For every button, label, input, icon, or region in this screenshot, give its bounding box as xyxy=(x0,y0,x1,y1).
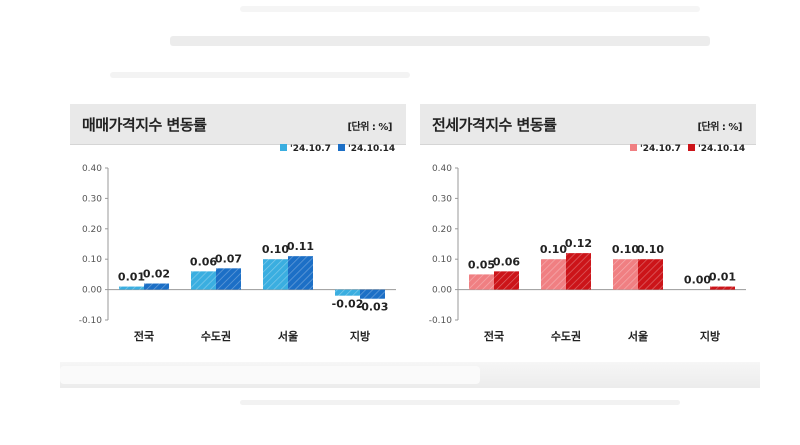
jeonse-price-chart-panel: 전세가격지수 변동률 [단위 : %] 0.40 0.30 0.20 0.10 0.00… xyxy=(420,104,756,352)
panel-header: 전세가격지수 변동률 [단위 : %] xyxy=(420,104,756,145)
background-blur-line xyxy=(110,72,410,78)
bar xyxy=(566,253,591,290)
data-label: 0.10 xyxy=(540,243,567,256)
bar xyxy=(119,286,144,290)
bar xyxy=(335,289,360,296)
background-blur-line xyxy=(170,36,710,46)
y-tick-label: 0.40 xyxy=(82,164,102,174)
data-label: 0.06 xyxy=(190,255,217,268)
legend-swatch xyxy=(338,144,345,151)
category-label: 수도권 xyxy=(201,330,231,343)
data-label: -0.03 xyxy=(357,301,389,314)
sales-price-bar-chart: 0.40 0.30 0.20 0.10 0.00 -0.10 '24.10.7 '24.10.… xyxy=(79,144,396,343)
y-tick-label: 0.20 xyxy=(432,225,452,235)
category-label: 전국 xyxy=(134,329,154,343)
data-label: 0.12 xyxy=(565,237,592,250)
y-tick-label: 0.40 xyxy=(432,164,452,174)
y-tick-label: 0.00 xyxy=(432,286,452,296)
legend-label: '24.10.7 xyxy=(640,144,681,154)
data-label: -0.02 xyxy=(332,298,364,311)
unit-label: [단위 : %] xyxy=(347,122,392,133)
y-tick-label: 0.10 xyxy=(82,255,102,265)
data-label: 0.05 xyxy=(468,258,495,271)
chart-title: 매매가격지수 변동률 xyxy=(82,116,207,134)
y-tick-label: 0.10 xyxy=(432,255,452,265)
category-label: 전국 xyxy=(484,329,504,343)
sales-price-chart-panel: 매매가격지수 변동률 [단위 : %] 0.40 0.30 0.20 0.10 0.00… xyxy=(70,104,406,352)
jeonse-price-bar-chart: 0.40 0.30 0.20 0.10 0.00 -0.10 '24.10.7 '24.10.… xyxy=(429,144,746,343)
y-tick-label: 0.30 xyxy=(432,194,452,204)
bar xyxy=(288,256,313,290)
legend-swatch xyxy=(280,144,287,151)
data-label: 0.00 xyxy=(684,274,711,287)
bar xyxy=(541,259,566,290)
bar xyxy=(360,289,385,299)
y-tick-label: 0.00 xyxy=(82,286,102,296)
bar xyxy=(263,259,288,290)
category-label: 지방 xyxy=(350,329,370,343)
bar xyxy=(638,259,663,290)
category-label: 지방 xyxy=(700,329,720,343)
bar xyxy=(216,268,241,290)
chart-title: 전세가격지수 변동률 xyxy=(432,116,557,134)
bar xyxy=(191,271,216,290)
bar xyxy=(710,286,735,290)
data-label: 0.10 xyxy=(262,243,289,256)
unit-label: [단위 : %] xyxy=(697,122,742,133)
bar xyxy=(469,274,494,290)
data-label: 0.11 xyxy=(287,240,314,253)
y-tick-label: -0.10 xyxy=(429,316,453,326)
legend-label: '24.10.7 xyxy=(290,144,331,154)
bar xyxy=(144,283,169,290)
category-label: 수도권 xyxy=(551,330,581,343)
background-blur-line xyxy=(240,6,700,12)
y-tick-label: 0.30 xyxy=(82,194,102,204)
legend-swatch xyxy=(688,144,695,151)
y-tick-label: -0.10 xyxy=(79,316,103,326)
data-label: 0.02 xyxy=(143,268,170,281)
y-tick-label: 0.20 xyxy=(82,225,102,235)
data-label: 0.10 xyxy=(612,243,639,256)
data-label: 0.01 xyxy=(709,271,736,284)
bar xyxy=(613,259,638,290)
data-label: 0.06 xyxy=(493,255,520,268)
data-label: 0.07 xyxy=(215,252,242,265)
category-label: 서울 xyxy=(278,329,298,343)
legend-swatch xyxy=(630,144,637,151)
bar xyxy=(494,271,519,290)
background-blur-line xyxy=(240,400,680,405)
data-label: 0.10 xyxy=(637,243,664,256)
background-band xyxy=(60,366,480,384)
data-label: 0.01 xyxy=(118,271,145,284)
legend-label: '24.10.14 xyxy=(348,144,395,154)
legend-label: '24.10.14 xyxy=(698,144,745,154)
panel-header: 매매가격지수 변동률 [단위 : %] xyxy=(70,104,406,145)
category-label: 서울 xyxy=(628,329,648,343)
